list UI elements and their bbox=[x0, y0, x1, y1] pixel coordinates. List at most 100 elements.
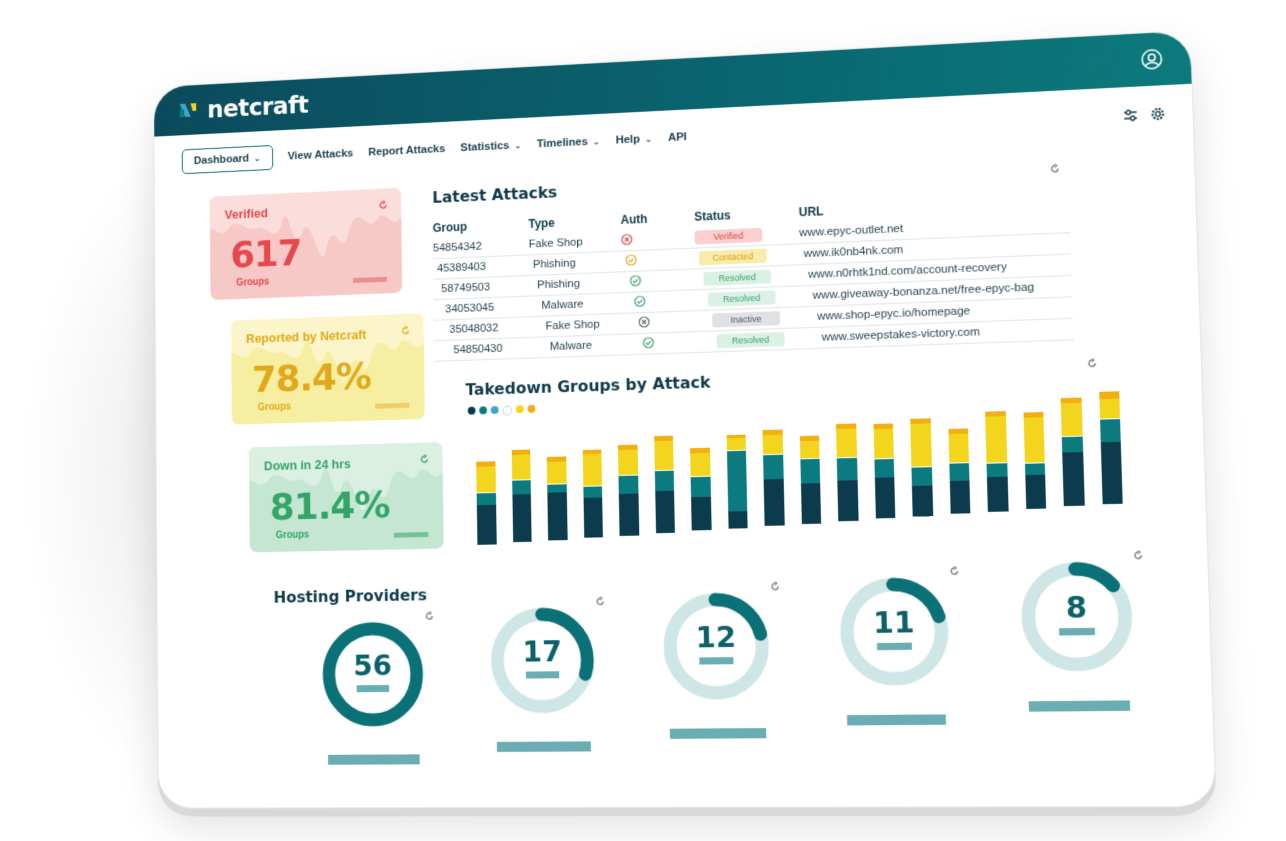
attack-type: Malware bbox=[541, 298, 584, 312]
refresh-icon[interactable] bbox=[949, 566, 960, 576]
kpi-card-down-in-24-hrs[interactable]: Down in 24 hrs 81.4% Groups bbox=[248, 442, 444, 553]
hosting-provider-donut[interactable]: 12 bbox=[656, 585, 778, 763]
nav-help[interactable]: Help ⌄ bbox=[616, 133, 653, 146]
bar-segment-teal bbox=[948, 462, 970, 482]
status-badge: Contacted bbox=[698, 248, 767, 266]
bar-segment-dark-navy bbox=[476, 504, 497, 545]
attack-type: Fake Shop bbox=[545, 318, 600, 333]
kpi-subtitle: Groups bbox=[275, 529, 310, 542]
legend-dot[interactable] bbox=[467, 406, 476, 415]
nav-label: Report Attacks bbox=[368, 143, 446, 159]
bar-stack[interactable] bbox=[762, 429, 785, 527]
nav-label: Timelines bbox=[536, 136, 588, 151]
bar-stack[interactable] bbox=[476, 461, 497, 545]
bar-stack[interactable] bbox=[1022, 411, 1047, 510]
column-header-type[interactable]: Type bbox=[528, 216, 555, 231]
nav-label: Dashboard bbox=[193, 152, 250, 167]
hosting-provider-donut[interactable]: 11 bbox=[832, 570, 958, 762]
refresh-icon[interactable] bbox=[424, 611, 434, 621]
bar-segment-yellow bbox=[948, 433, 969, 463]
bar-segment-yellow bbox=[1098, 398, 1121, 419]
kpi-value: 617 bbox=[230, 231, 302, 277]
nav-report-attacks[interactable]: Report Attacks bbox=[368, 143, 445, 158]
bar-stack[interactable] bbox=[1098, 391, 1123, 505]
bar-segment-yellow bbox=[762, 434, 783, 455]
auth-cell bbox=[638, 313, 712, 331]
bar-segment-yellow bbox=[582, 453, 602, 487]
hosting-provider-donut[interactable]: 8 bbox=[1013, 554, 1143, 761]
kpi-title: Verified bbox=[224, 205, 269, 222]
url-link[interactable]: www.sweepstakes-victory.com bbox=[821, 326, 981, 344]
bar-segment-dark-navy bbox=[986, 476, 1009, 512]
legend-dot[interactable] bbox=[527, 404, 536, 413]
status-badge: Resolved bbox=[716, 331, 785, 349]
column-header-group[interactable]: Group bbox=[432, 219, 468, 235]
hosting-providers-donuts: 56 17 12 11 8 bbox=[316, 604, 1143, 765]
bar-segment-yellow bbox=[618, 449, 638, 475]
bar-segment-dark-navy bbox=[949, 480, 971, 514]
bar-stack[interactable] bbox=[690, 448, 712, 531]
hosting-providers-title: Hosting Providers bbox=[273, 585, 427, 607]
netcraft-logo[interactable]: netcraft bbox=[178, 90, 309, 125]
column-header-auth[interactable]: Auth bbox=[620, 211, 648, 227]
hosting-provider-donut[interactable]: 56 bbox=[316, 615, 430, 765]
hosting-provider-donut[interactable]: 17 bbox=[484, 596, 604, 764]
check-circle-icon bbox=[634, 295, 646, 307]
tablet-frame: netcraft Dashboard ⌄ View Attacks Report At… bbox=[153, 29, 1217, 809]
bar-stack[interactable] bbox=[1060, 397, 1085, 507]
sliders-icon[interactable] bbox=[1123, 109, 1138, 122]
refresh-icon[interactable] bbox=[595, 596, 605, 606]
refresh-icon[interactable] bbox=[401, 326, 411, 336]
bar-stack[interactable] bbox=[726, 434, 748, 529]
provider-name-placeholder bbox=[496, 741, 591, 752]
nav-statistics[interactable]: Statistics ⌄ bbox=[460, 139, 521, 154]
bar-segment-yellow bbox=[910, 423, 932, 467]
kpi-card-reported-by-netcraft[interactable]: Reported by Netcraft 78.4% Groups bbox=[231, 313, 425, 425]
bar-stack[interactable] bbox=[511, 449, 532, 543]
x-circle-icon bbox=[638, 315, 650, 327]
legend-dot[interactable] bbox=[479, 406, 488, 415]
nav-api[interactable]: API bbox=[668, 131, 687, 144]
refresh-icon[interactable] bbox=[770, 581, 780, 591]
bar-segment-teal bbox=[582, 485, 603, 499]
refresh-icon[interactable] bbox=[420, 454, 430, 464]
bar-stack[interactable] bbox=[873, 423, 896, 519]
kpi-subtitle: Groups bbox=[236, 276, 270, 289]
nav-dashboard[interactable]: Dashboard ⌄ bbox=[181, 144, 273, 175]
bar-stack[interactable] bbox=[910, 418, 933, 517]
legend-dot[interactable] bbox=[515, 405, 524, 414]
bar-stack[interactable] bbox=[653, 435, 675, 534]
chevron-down-icon: ⌄ bbox=[592, 135, 601, 147]
nav-timelines[interactable]: Timelines ⌄ bbox=[537, 135, 600, 150]
refresh-icon[interactable] bbox=[1133, 550, 1144, 561]
value-placeholder-bar bbox=[876, 642, 913, 651]
bar-segment-dark-navy bbox=[511, 494, 532, 543]
bar-stack[interactable] bbox=[835, 423, 859, 522]
status-cell: Contacted bbox=[698, 247, 804, 266]
bar-stack[interactable] bbox=[546, 456, 568, 541]
bar-stack[interactable] bbox=[582, 449, 603, 538]
group-id: 58749503 bbox=[441, 281, 491, 296]
bar-segment-dark-navy bbox=[547, 492, 568, 541]
column-header-status[interactable]: Status bbox=[694, 208, 731, 224]
value-placeholder-bar bbox=[525, 671, 560, 679]
gear-icon[interactable] bbox=[1150, 107, 1165, 122]
refresh-icon[interactable] bbox=[378, 200, 388, 210]
legend-dot[interactable] bbox=[490, 405, 499, 415]
nav-label: API bbox=[667, 131, 687, 144]
kpi-card-verified[interactable]: Verified 617 Groups bbox=[209, 187, 403, 301]
refresh-icon[interactable] bbox=[1087, 358, 1098, 369]
bar-stack[interactable] bbox=[985, 410, 1009, 512]
refresh-icon[interactable] bbox=[1050, 163, 1061, 174]
bar-segment-teal bbox=[1061, 435, 1083, 453]
legend-dot[interactable] bbox=[502, 405, 513, 416]
nav-view-attacks[interactable]: View Attacks bbox=[288, 148, 354, 163]
user-circle-icon[interactable] bbox=[1140, 48, 1164, 72]
group-id: 34053045 bbox=[445, 301, 495, 316]
provider-name-placeholder bbox=[847, 714, 946, 726]
bar-stack[interactable] bbox=[799, 435, 822, 524]
bar-segment-dark-navy bbox=[874, 477, 896, 519]
bar-stack[interactable] bbox=[617, 444, 639, 536]
bar-stack[interactable] bbox=[947, 428, 971, 514]
auth-cell bbox=[634, 292, 708, 310]
